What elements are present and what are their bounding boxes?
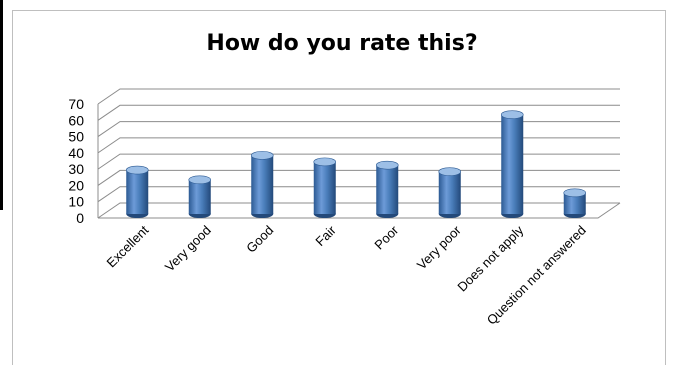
chart-title: How do you rate this?: [206, 31, 478, 56]
x-tick-label: Good: [243, 223, 276, 256]
y-tick-label: 30: [68, 161, 84, 177]
gridline: [97, 88, 620, 105]
x-tick-label: Very poor: [414, 222, 464, 272]
x-tick-label: Very good: [162, 223, 214, 275]
y-tick-label: 10: [68, 194, 84, 210]
x-tick-label: Fair: [312, 222, 339, 249]
gridline: [97, 137, 620, 154]
gridline: [97, 186, 620, 203]
floor-edge: [98, 202, 621, 219]
bar: [563, 188, 587, 218]
x-tick-label: Excellent: [103, 222, 151, 270]
y-tick-label: 20: [68, 177, 84, 193]
gridline: [97, 202, 620, 219]
chart-frame: [12, 10, 666, 365]
bar: [375, 160, 399, 218]
y-tick-label: 40: [68, 145, 84, 161]
bar: [188, 175, 212, 218]
gridline: [97, 169, 620, 186]
bar: [438, 167, 462, 218]
y-tick-label: 50: [68, 129, 84, 145]
bar: [313, 157, 337, 218]
gridline: [97, 104, 620, 121]
bar: [250, 151, 274, 218]
gridline: [97, 153, 620, 170]
y-tick-label: 60: [68, 112, 84, 128]
left-margin-rule: [0, 0, 3, 210]
y-tick-label: 0: [76, 210, 84, 226]
bar: [125, 165, 149, 218]
gridline: [97, 121, 620, 137]
x-tick-label: Poor: [371, 222, 401, 252]
y-tick-label: 70: [68, 96, 84, 112]
bar: [500, 110, 524, 218]
